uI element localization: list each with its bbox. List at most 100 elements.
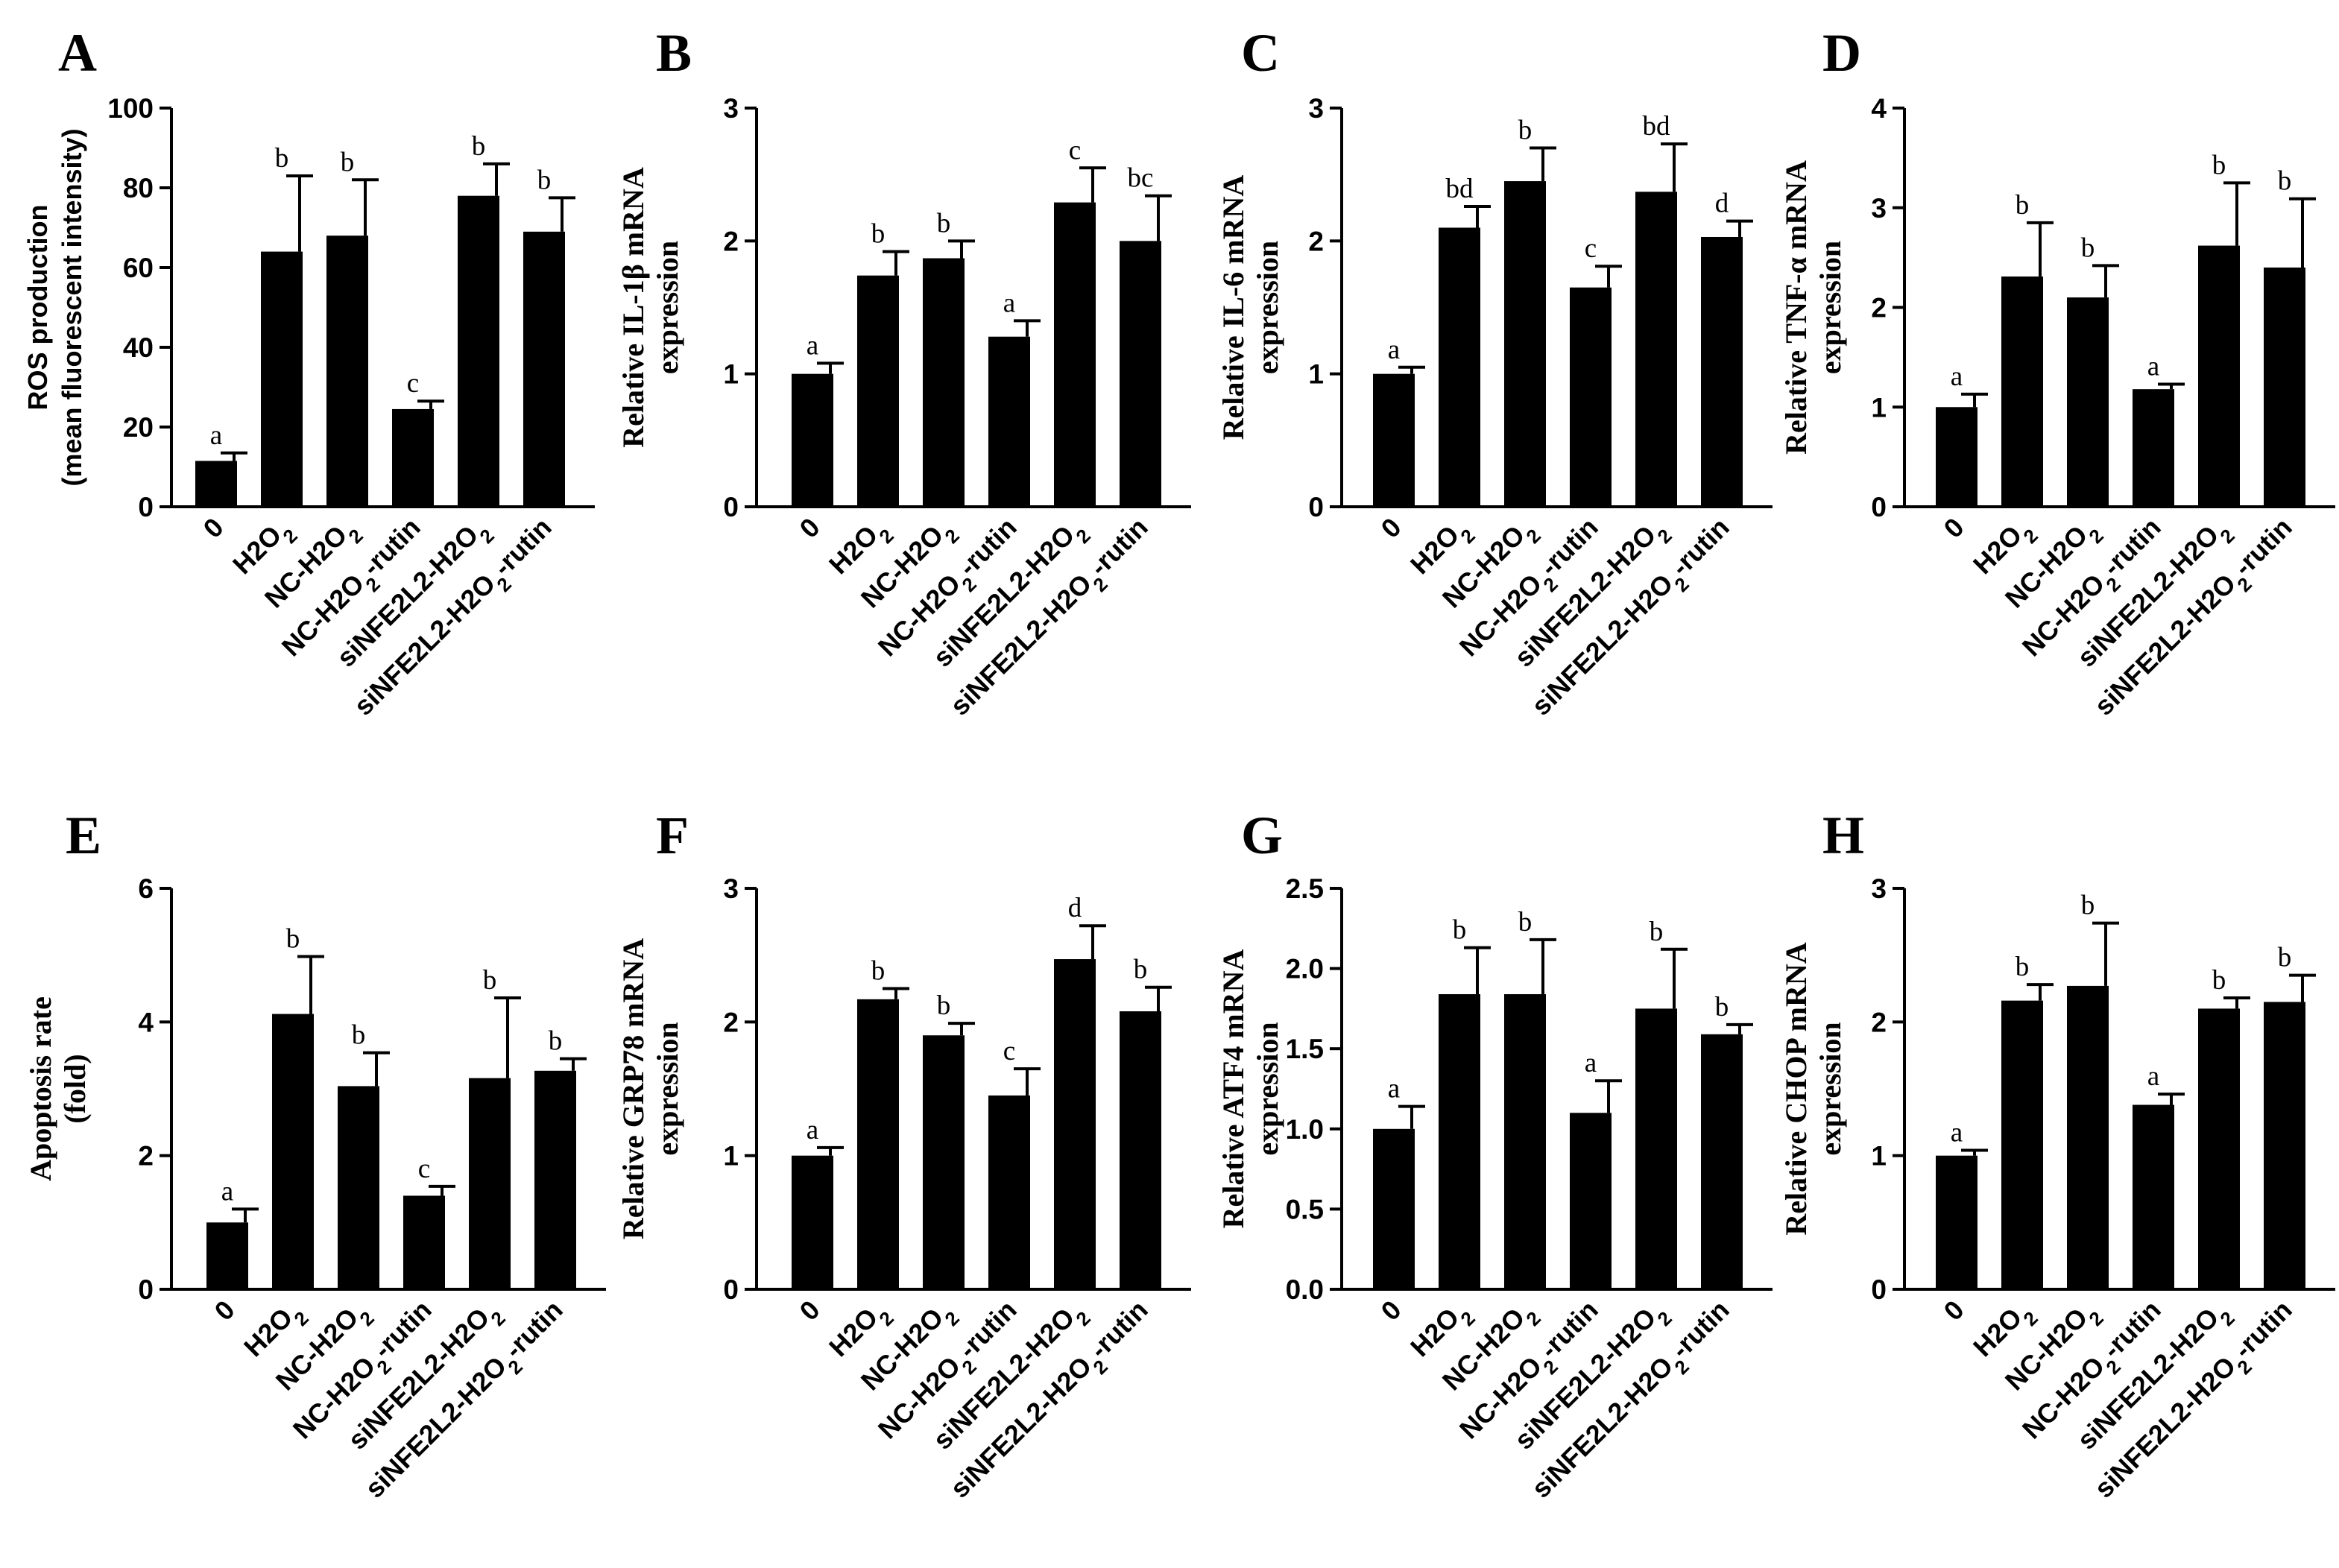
x-category-label: 0: [198, 512, 230, 544]
bar: [857, 999, 899, 1289]
significance-label: bd: [1446, 174, 1474, 204]
y-tick-label: 2: [1871, 1007, 1887, 1037]
significance-label: a: [221, 1176, 233, 1207]
y-tick-label: 4: [1871, 93, 1887, 124]
significance-label: c: [1003, 1036, 1015, 1066]
significance-label: b: [1518, 907, 1532, 938]
significance-label: b: [871, 956, 886, 987]
bar: [923, 258, 965, 507]
significance-label: b: [937, 990, 951, 1021]
significance-label: c: [418, 1154, 430, 1184]
significance-label: b: [2278, 166, 2292, 197]
y-tick-label: 0: [723, 492, 739, 522]
bar: [469, 1078, 511, 1289]
y-tick-label: 80: [123, 173, 154, 203]
y-tick-label: 0.0: [1286, 1274, 1324, 1305]
significance-label: b: [549, 1026, 563, 1057]
panel-letter: D: [1822, 23, 1861, 83]
y-tick-label: 3: [723, 93, 739, 124]
bar: [261, 251, 303, 507]
panel-letter: F: [656, 806, 689, 865]
bar: [1054, 959, 1096, 1289]
y-tick-label: 2.5: [1286, 873, 1324, 904]
panel-letter: A: [58, 23, 97, 83]
bar: [988, 1095, 1030, 1289]
bar: [1635, 192, 1677, 507]
x-category-label: 0: [209, 1294, 241, 1327]
y-axis-label: Relative TNF-α mRNAexpression: [1779, 160, 1847, 455]
significance-label: bc: [1128, 163, 1154, 194]
y-tick-label: 1: [723, 359, 739, 390]
y-tick-label: 3: [1871, 193, 1887, 224]
y-tick-label: 1: [1308, 359, 1324, 390]
y-axis-label: Relative GRP78 mRNAexpression: [616, 938, 684, 1239]
y-tick-label: 3: [1871, 873, 1887, 904]
y-axis-label: ROS production (mean fluorescent intensit…: [22, 128, 87, 486]
bar: [1635, 1008, 1677, 1289]
panel-letter: C: [1241, 23, 1280, 83]
y-axis-label: Relative ATF4 mRNAexpression: [1216, 949, 1284, 1229]
bar: [392, 408, 434, 507]
bar: [1054, 202, 1096, 507]
panel-letter: E: [66, 806, 101, 865]
y-tick-label: 3: [723, 873, 739, 904]
significance-label: c: [1585, 233, 1597, 264]
significance-label: c: [1069, 135, 1081, 165]
bar: [988, 336, 1030, 507]
y-tick-label: 1: [1871, 392, 1887, 423]
significance-label: b: [2016, 190, 2030, 221]
panel-letter: H: [1822, 806, 1864, 865]
significance-label: bd: [1643, 111, 1671, 142]
y-tick-label: 2: [1308, 226, 1324, 256]
significance-label: a: [1003, 288, 1015, 318]
y-tick-label: 20: [123, 412, 154, 443]
y-tick-label: 2: [723, 226, 739, 256]
significance-label: b: [2212, 150, 2226, 180]
bar: [1439, 994, 1480, 1289]
bar: [326, 235, 368, 507]
bar: [2198, 245, 2240, 507]
y-tick-label: 2: [1871, 293, 1887, 323]
significance-label: a: [807, 1115, 818, 1145]
bar: [1701, 1034, 1743, 1289]
bar: [1120, 241, 1161, 507]
x-category-label: 0: [794, 512, 826, 544]
significance-label: d: [1715, 189, 1729, 219]
bar: [1504, 181, 1546, 508]
bar: [272, 1014, 314, 1289]
y-axis-label: Relative IL-6 mRNAexpression: [1216, 175, 1284, 440]
significance-label: b: [1453, 915, 1467, 946]
x-category-label: 0: [794, 1294, 826, 1327]
y-tick-label: 2: [723, 1007, 739, 1037]
bar: [792, 1155, 833, 1289]
y-axis-label: Apoptosis rate(fold): [24, 996, 92, 1181]
significance-label: a: [2147, 1061, 2159, 1092]
significance-label: b: [2016, 952, 2030, 982]
bar: [523, 231, 565, 507]
significance-label: a: [210, 420, 222, 451]
bar: [2264, 1002, 2305, 1289]
bar: [195, 461, 237, 507]
bar: [1570, 287, 1612, 507]
significance-label: b: [286, 923, 300, 954]
bar: [2067, 985, 2109, 1289]
bar: [534, 1070, 576, 1289]
significance-label: b: [2081, 891, 2095, 921]
y-tick-label: 3: [1308, 93, 1324, 124]
y-tick-label: 100: [107, 93, 154, 124]
bar: [2001, 1000, 2043, 1289]
y-tick-label: 0: [1871, 1274, 1887, 1305]
y-tick-label: 60: [123, 253, 154, 283]
x-category-label: 0: [1375, 512, 1407, 544]
significance-label: b: [1134, 955, 1148, 985]
significance-label: c: [407, 368, 419, 399]
y-tick-label: 6: [138, 873, 154, 904]
significance-label: b: [2081, 233, 2095, 263]
bar: [1120, 1011, 1161, 1289]
significance-label: b: [537, 165, 552, 195]
bar: [1936, 407, 1977, 507]
significance-label: b: [937, 208, 951, 238]
